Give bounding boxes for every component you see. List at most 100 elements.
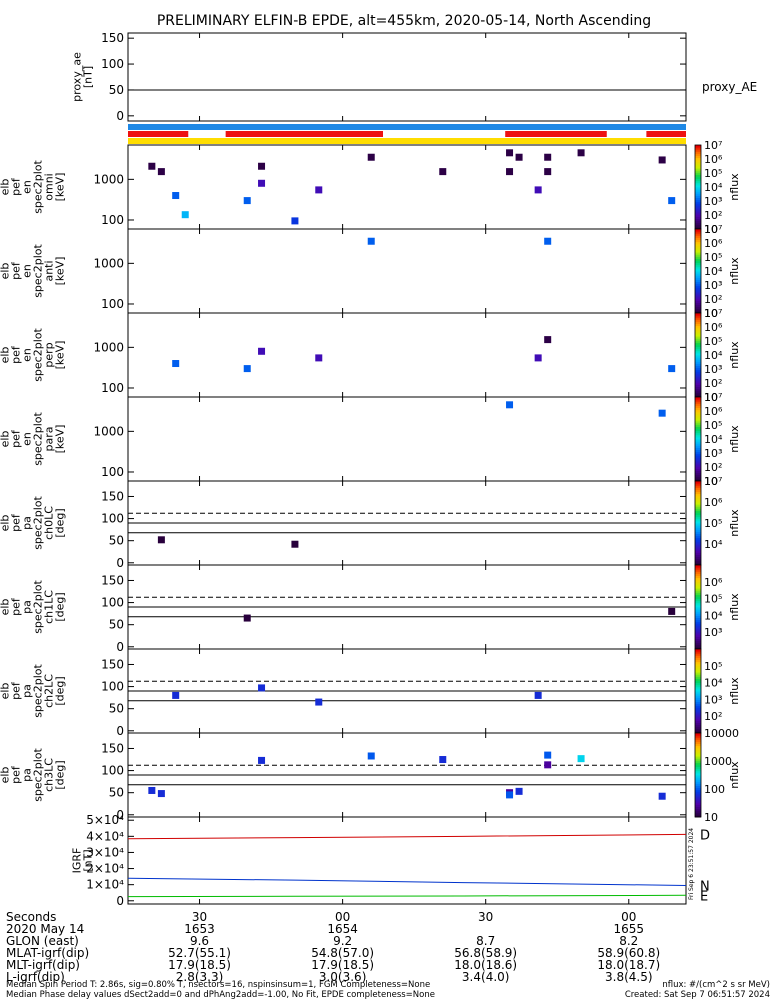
colorbar-segment bbox=[695, 735, 701, 738]
colorbar-segment bbox=[695, 709, 701, 713]
colorbar-segment bbox=[695, 562, 701, 566]
colorbar-segment bbox=[695, 397, 701, 400]
colorbar-segment bbox=[695, 787, 701, 791]
colorbar-segment bbox=[695, 220, 701, 224]
colorbar-segment bbox=[695, 810, 701, 814]
colorbar-segment bbox=[695, 350, 701, 354]
colorbar-segment bbox=[695, 277, 701, 280]
colorbar-tick-label: 10⁶ bbox=[704, 237, 723, 250]
colorbar-segment bbox=[695, 518, 701, 522]
colorbar-segment bbox=[695, 619, 701, 623]
colorbar-tick-label: 10⁶ bbox=[704, 405, 723, 418]
colorbar-tick-label: 10³ bbox=[704, 693, 722, 706]
colorbar-segment bbox=[695, 426, 701, 429]
colorbar-segment bbox=[695, 409, 701, 413]
status-bars bbox=[128, 124, 686, 144]
colorbar-segment bbox=[695, 724, 701, 728]
colorbar-segment bbox=[695, 491, 701, 495]
colorbar-segment bbox=[695, 808, 701, 812]
data-point bbox=[544, 336, 552, 344]
colorbar-segment bbox=[695, 195, 701, 198]
colorbar-segment bbox=[695, 733, 701, 736]
y-tick-label: 0 bbox=[116, 556, 124, 570]
colorbar-segment bbox=[695, 686, 701, 690]
colorbar-segment bbox=[695, 413, 701, 417]
colorbar-tick-label: 10⁵ bbox=[704, 419, 722, 432]
colorbar-segment bbox=[695, 197, 701, 201]
data-point bbox=[315, 698, 323, 706]
panel-ylabel: pa bbox=[21, 684, 34, 698]
colorbar-segment bbox=[695, 703, 701, 707]
colorbar-label: nflux bbox=[728, 173, 741, 201]
series-label: N bbox=[700, 879, 710, 894]
colorbar-segment bbox=[695, 640, 701, 644]
colorbar-segment bbox=[695, 730, 701, 734]
footer-line1: Median Spin Period T: 2.86s, sig=0.80% T… bbox=[6, 980, 430, 990]
colorbar-tick-label: 10⁴ bbox=[704, 609, 723, 622]
colorbar-segment bbox=[695, 661, 701, 665]
colorbar-segment bbox=[695, 680, 701, 684]
colorbar-segment bbox=[695, 638, 701, 642]
colorbar-segment bbox=[695, 697, 701, 700]
colorbar-segment bbox=[695, 590, 701, 593]
colorbar-segment bbox=[695, 560, 701, 564]
colorbar-segment bbox=[695, 292, 701, 295]
colorbar-segment bbox=[695, 552, 701, 555]
panel-ylabel: pa bbox=[21, 516, 34, 530]
colorbar-segment bbox=[695, 254, 701, 257]
panel-frame bbox=[127, 816, 687, 905]
colorbar-tick-label: 10⁵ bbox=[704, 593, 722, 606]
colorbar-segment bbox=[695, 361, 701, 364]
colorbar-segment bbox=[695, 604, 701, 608]
colorbar-segment bbox=[695, 271, 701, 274]
panel-ylabel: elb bbox=[0, 599, 12, 616]
colorbar-segment bbox=[695, 714, 701, 717]
panel-frame bbox=[127, 396, 687, 482]
colorbar-segment bbox=[695, 667, 701, 671]
colorbar-segment bbox=[695, 600, 701, 604]
panel-2: elbpefenspec2plotomni[keV]10010001010²10… bbox=[0, 139, 741, 236]
colorbar-segment bbox=[695, 609, 701, 612]
panel-ylabel: spec2plot bbox=[32, 580, 45, 634]
colorbar-segment bbox=[695, 483, 701, 486]
annotation-cell: 3.0(3.6) bbox=[319, 970, 367, 984]
colorbar-segment bbox=[695, 796, 701, 799]
panel-frame bbox=[127, 312, 687, 398]
colorbar-segment bbox=[695, 298, 701, 301]
annotation-row-label: L-igrf(dip) bbox=[6, 970, 65, 984]
footer-nflux-units: nflux: #/(cm^2 s sr MeV) bbox=[662, 980, 770, 990]
colorbar-segment bbox=[695, 210, 701, 213]
panel-ylabel: [keV] bbox=[54, 173, 67, 202]
panel-ylabel: pef bbox=[10, 261, 23, 280]
colorbar-segment bbox=[695, 504, 701, 507]
colorbar-segment bbox=[695, 642, 701, 646]
annotation-cell: 18.0(18.7) bbox=[597, 958, 660, 972]
colorbar-segment bbox=[695, 806, 701, 810]
data-point bbox=[515, 787, 523, 795]
y-tick-label: 50 bbox=[109, 534, 124, 548]
annotation-cell: 30 bbox=[478, 910, 493, 924]
colorbar-segment bbox=[695, 418, 701, 421]
colorbar-segment bbox=[695, 226, 701, 230]
colorbar-tick-label: 1000 bbox=[704, 755, 732, 768]
colorbar-segment bbox=[695, 315, 701, 318]
colorbar-segment bbox=[695, 355, 701, 358]
y-tick-label: 0 bbox=[116, 640, 124, 654]
colorbar-segment bbox=[695, 296, 701, 299]
data-point bbox=[544, 751, 552, 759]
colorbar-segment bbox=[695, 573, 701, 576]
colorbar-segment bbox=[695, 707, 701, 711]
colorbar-segment bbox=[695, 630, 701, 633]
colorbar-segment bbox=[695, 155, 701, 159]
colorbar-segment bbox=[695, 485, 701, 488]
colorbar-segment bbox=[695, 779, 701, 782]
colorbar-segment bbox=[695, 430, 701, 434]
colorbar-segment bbox=[695, 189, 701, 192]
colorbar-segment bbox=[695, 201, 701, 205]
colorbar-segment bbox=[695, 256, 701, 259]
colorbar-segment bbox=[695, 659, 701, 663]
panel-ylabel: en bbox=[21, 264, 34, 278]
colorbar-segment bbox=[695, 149, 701, 152]
colorbar-tick-label: 10⁷ bbox=[704, 391, 722, 404]
